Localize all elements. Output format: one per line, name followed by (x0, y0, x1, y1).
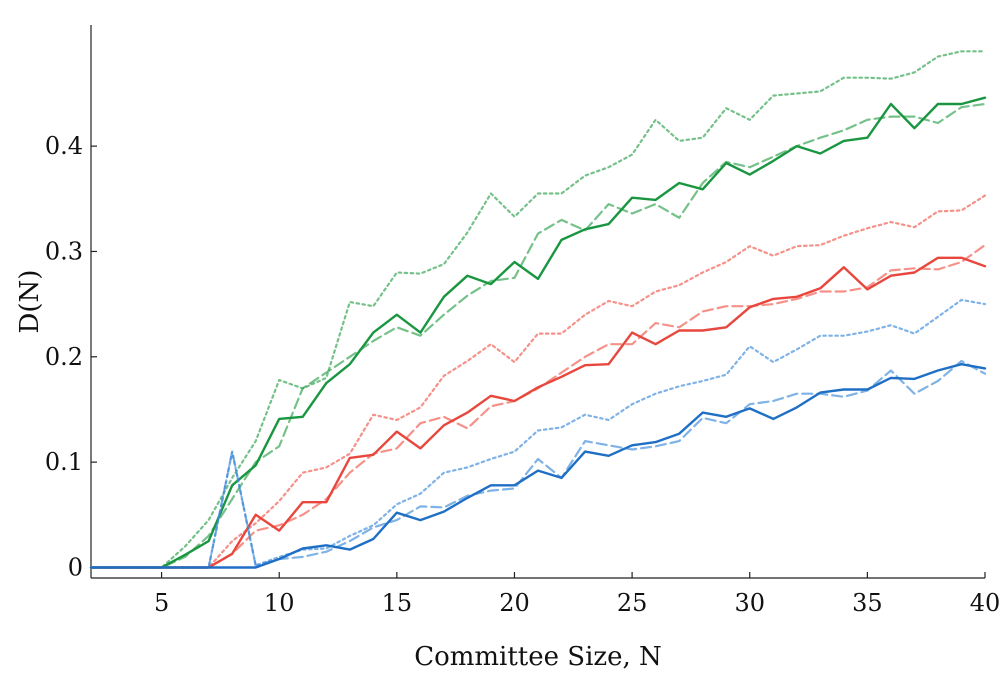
y-ticks: 0 0.1 0.2 0.3 0.4 (45, 132, 97, 581)
series-line-3 (89, 96, 987, 569)
x-tick-label: 10 (264, 589, 295, 617)
series-group (89, 50, 987, 569)
series-line-7 (89, 298, 987, 569)
x-tick-label: 20 (499, 589, 530, 617)
axes (90, 25, 985, 579)
series-line-2 (89, 102, 987, 569)
y-tick-label: 0.4 (45, 132, 83, 160)
x-ticks: 5 10 15 20 25 30 35 40 (154, 572, 1000, 617)
x-tick-label: 40 (970, 589, 1000, 617)
x-tick-label: 5 (154, 589, 169, 617)
series-line-8 (89, 359, 987, 569)
series-line-4 (89, 194, 987, 569)
y-tick-label: 0.1 (45, 448, 83, 476)
series-line-1 (89, 50, 987, 569)
x-tick-label: 30 (734, 589, 765, 617)
x-tick-label: 25 (617, 589, 648, 617)
series-line-5 (89, 244, 987, 569)
y-axis-title: D(N) (15, 270, 45, 334)
y-tick-label: 0.3 (45, 237, 83, 265)
y-tick-label: 0 (68, 553, 83, 581)
series-line-6 (89, 256, 987, 569)
x-tick-label: 35 (852, 589, 883, 617)
x-tick-label: 15 (382, 589, 413, 617)
series-line-9 (89, 363, 987, 569)
x-axis-title: Committee Size, N (414, 642, 662, 672)
y-tick-label: 0.2 (45, 343, 83, 371)
